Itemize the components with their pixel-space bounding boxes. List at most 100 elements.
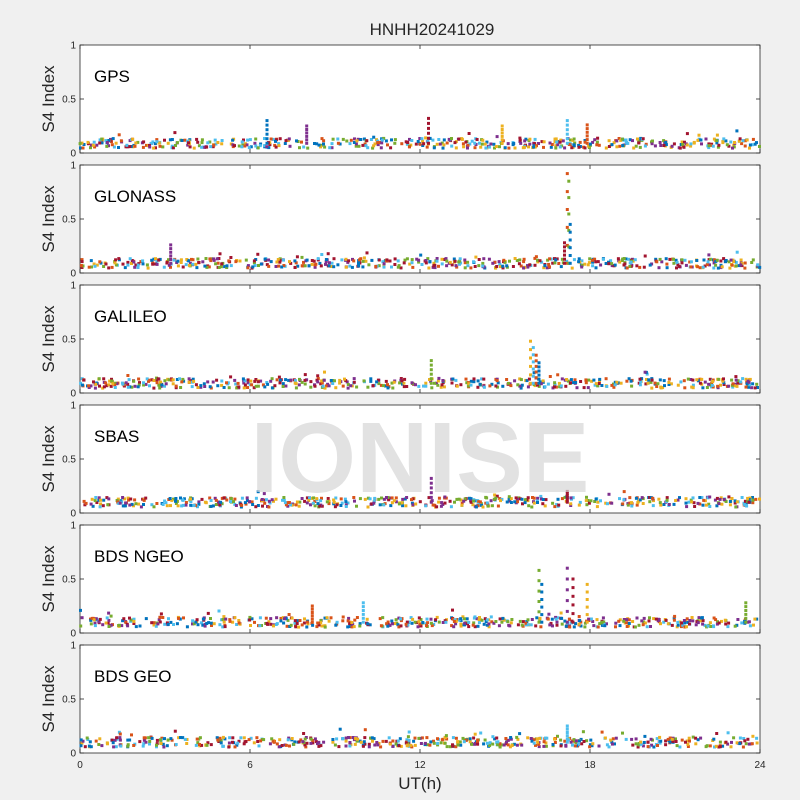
data-point [206, 741, 210, 745]
data-point [659, 622, 662, 626]
data-point [316, 502, 320, 506]
data-point [700, 616, 704, 620]
data-point [702, 258, 706, 262]
data-point [274, 265, 278, 268]
data-point [397, 502, 401, 506]
data-point [132, 379, 136, 383]
data-point [344, 500, 348, 504]
data-point [239, 505, 243, 509]
data-point [672, 502, 676, 506]
data-point [261, 383, 265, 387]
data-point [188, 145, 192, 149]
data-point [708, 744, 712, 748]
data-point [541, 498, 545, 501]
data-point [509, 737, 513, 741]
data-point [737, 139, 741, 143]
data-point [324, 262, 327, 266]
data-point [520, 743, 524, 747]
data-point [309, 503, 312, 507]
data-point [546, 258, 550, 262]
data-point [743, 261, 747, 265]
data-point [712, 625, 716, 629]
data-point [511, 265, 515, 268]
data-point [650, 743, 654, 747]
data-point [254, 496, 258, 500]
data-point [631, 620, 635, 623]
data-point [731, 258, 735, 262]
data-point [187, 141, 190, 145]
data-point [95, 501, 99, 504]
data-point [174, 144, 177, 147]
data-point [505, 378, 509, 381]
data-point [144, 382, 148, 386]
data-point [365, 617, 369, 621]
data-point [281, 385, 285, 388]
data-point [670, 623, 674, 627]
data-point [243, 379, 247, 383]
data-point [198, 736, 202, 740]
data-point [186, 143, 190, 147]
data-point [591, 620, 595, 623]
data-point [716, 620, 719, 624]
data-point [123, 497, 126, 501]
data-point [189, 503, 193, 507]
data-point [404, 741, 408, 745]
panel-label: GALILEO [94, 307, 167, 326]
data-point [461, 615, 465, 619]
data-point [219, 265, 223, 269]
data-point [638, 383, 642, 387]
data-point [474, 255, 478, 259]
data-point [259, 379, 263, 383]
data-point [117, 730, 121, 734]
data-point [216, 384, 220, 388]
data-point [574, 381, 578, 384]
data-point [205, 743, 209, 747]
spike-point [565, 208, 569, 211]
data-point [744, 742, 748, 746]
data-point [142, 742, 146, 746]
data-point [130, 262, 133, 265]
data-point [231, 620, 235, 624]
data-point [165, 260, 169, 264]
data-point [130, 733, 133, 737]
data-point [458, 257, 462, 261]
data-point [495, 265, 499, 268]
data-point [105, 144, 109, 148]
data-point [577, 260, 581, 264]
data-point [218, 503, 222, 507]
data-point [145, 143, 148, 147]
data-point [689, 144, 693, 148]
data-point [320, 381, 324, 385]
data-point [87, 386, 91, 389]
data-point [674, 740, 678, 743]
data-point [699, 736, 703, 740]
data-point [334, 623, 338, 627]
data-point [338, 142, 342, 146]
data-point [726, 742, 730, 746]
data-point [167, 263, 171, 267]
data-point [492, 621, 496, 625]
data-point [253, 264, 257, 267]
data-point [684, 263, 688, 267]
data-point [707, 144, 711, 148]
data-point [482, 377, 486, 381]
data-point [168, 497, 172, 500]
spike-point [537, 365, 541, 369]
data-point [297, 625, 301, 629]
data-point [405, 385, 409, 388]
panel-label: BDS GEO [94, 667, 171, 686]
data-point [242, 386, 246, 390]
data-point [316, 257, 320, 261]
data-point [396, 739, 400, 743]
data-point [231, 740, 234, 744]
data-point [433, 266, 437, 270]
data-point [311, 623, 315, 627]
data-point [390, 265, 393, 269]
data-point [286, 738, 290, 742]
data-point [117, 133, 121, 137]
data-point [450, 263, 454, 267]
data-point [711, 144, 715, 148]
data-point [428, 743, 432, 747]
data-point [78, 142, 82, 146]
data-point [93, 264, 97, 268]
